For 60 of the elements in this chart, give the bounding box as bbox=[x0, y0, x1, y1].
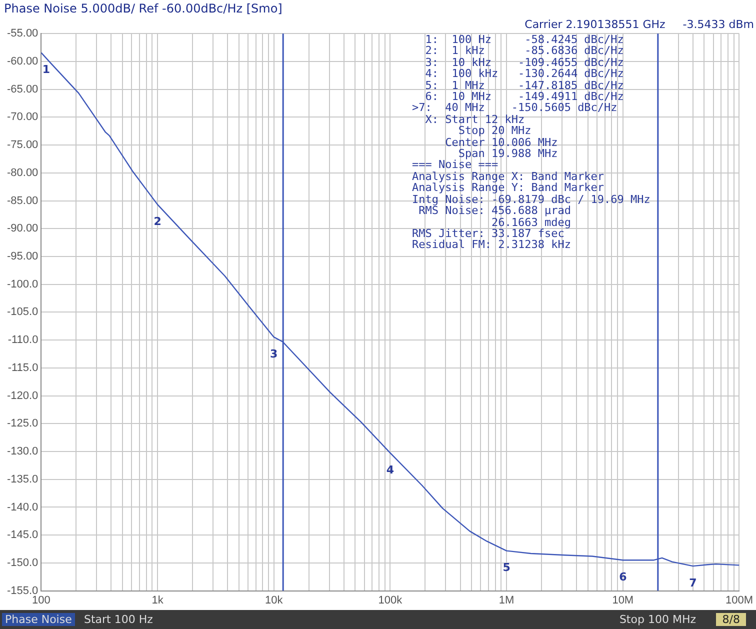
annotation: 7 bbox=[689, 576, 697, 590]
y-tick-label: -115.0 bbox=[8, 362, 38, 374]
y-tick-label: -120.0 bbox=[6, 390, 38, 402]
annotation: Residual FM: 2.31238 kHz bbox=[412, 238, 572, 252]
annotation: Center 10.006 MHz bbox=[444, 136, 559, 149]
y-tick-label: -75.00 bbox=[6, 139, 38, 152]
text: Start 100 Hz bbox=[84, 613, 153, 626]
y-tick-label: -150.0 bbox=[6, 556, 38, 569]
x-tick-label: 100M bbox=[725, 594, 754, 606]
y-tick-label: -65.00 bbox=[6, 83, 38, 96]
y-tick-label: -145.0 bbox=[6, 529, 38, 542]
y-tick-label: -85.00 bbox=[6, 194, 38, 207]
y-tick-label: -55.00 bbox=[6, 28, 38, 40]
y-tick-label: -135.0 bbox=[6, 473, 38, 486]
y-tick-label: -110.0 bbox=[8, 334, 38, 346]
y-tick-label: -140.0 bbox=[6, 501, 38, 514]
y-tick-label: -60.00 bbox=[6, 55, 38, 68]
y-tick-label: -100.0 bbox=[6, 278, 38, 290]
annotation: 1 bbox=[42, 63, 50, 76]
x-tick-label: 10M bbox=[612, 594, 634, 606]
annotation: Analysis Range Y: Band Marker bbox=[412, 181, 606, 194]
text: 8/8 bbox=[716, 613, 746, 626]
annotation: 4: 100 kHz -130.2644 dBc/Hz bbox=[424, 67, 625, 80]
text: Stop 100 MHz bbox=[619, 613, 696, 626]
text: Phase Noise bbox=[2, 613, 75, 626]
annotation: RMS Noise: 456.688 µrad bbox=[418, 204, 572, 218]
annotation: Intg Noise: -69.8179 dBc / 19.69 MHz bbox=[412, 192, 650, 206]
annotation: 2 bbox=[154, 214, 162, 228]
y-tick-label: -80.00 bbox=[6, 166, 38, 179]
annotation: 4 bbox=[386, 463, 394, 476]
y-tick-label: -95.00 bbox=[6, 250, 38, 263]
y-tick-label: -105.0 bbox=[6, 306, 38, 318]
annotation: Stop 20 MHz bbox=[457, 124, 532, 138]
y-tick-label: -155.0 bbox=[6, 584, 38, 597]
annotation: 3: 10 kHz -109.4655 dBc/Hz bbox=[424, 56, 625, 69]
y-tick-label: -90.00 bbox=[6, 222, 38, 235]
x-tick-label: 1M bbox=[498, 594, 514, 606]
chart-title: Phase Noise 5.000dB/ Ref -60.00dBc/Hz [Smo] bbox=[4, 1, 282, 16]
annotation: 6 bbox=[619, 570, 628, 584]
annotation: RMS Jitter: 33.187 fsec bbox=[412, 226, 564, 240]
y-tick-label: -130.0 bbox=[6, 446, 38, 458]
annotation: 5 bbox=[502, 561, 510, 574]
annotation: 5: 1 MHz -147.8185 dBc/Hz bbox=[424, 78, 625, 92]
annotation: 1: 100 Hz -58.4245 dBc/Hz bbox=[424, 33, 625, 46]
y-tick-label: -125.0 bbox=[6, 418, 38, 430]
annotation: Span 19.988 MHz bbox=[458, 147, 559, 160]
annotation: X: Start 12 kHz bbox=[424, 112, 526, 126]
x-tick-label: 100k bbox=[378, 594, 403, 606]
x-tick-label: 1k bbox=[152, 594, 164, 606]
annotation: Analysis Range X: Band Marker bbox=[412, 170, 606, 183]
annotation: 26.1663 mdeg bbox=[490, 216, 572, 228]
y-tick-label: -70.00 bbox=[6, 111, 38, 124]
annotation: 2: 1 kHz -85.6836 dBc/Hz bbox=[424, 44, 625, 58]
x-tick-label: 100 bbox=[32, 594, 50, 606]
annotation: 3 bbox=[270, 347, 278, 360]
x-tick-label: 10k bbox=[265, 594, 284, 606]
annotation: >7: 40 MHz -150.5605 dBc/Hz bbox=[412, 101, 618, 114]
annotation: === Noise === bbox=[412, 158, 500, 172]
chart-subtitle: Carrier 2.190138551 GHz -3.5433 dBm bbox=[524, 18, 754, 31]
annotation: 6: 10 MHz -149.4911 dBc/Hz bbox=[425, 90, 625, 104]
